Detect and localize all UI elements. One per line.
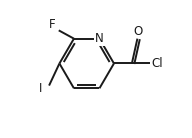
Text: O: O xyxy=(133,25,143,38)
Text: Cl: Cl xyxy=(151,57,163,70)
Text: I: I xyxy=(38,82,42,95)
Text: F: F xyxy=(49,18,56,31)
Text: N: N xyxy=(95,32,104,45)
